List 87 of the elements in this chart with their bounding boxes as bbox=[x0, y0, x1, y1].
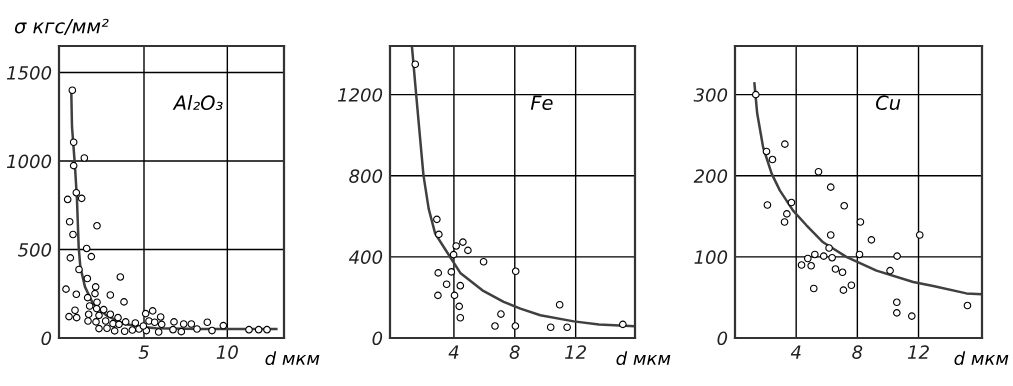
line-series bbox=[410, 46, 635, 328]
point bbox=[831, 265, 840, 273]
point bbox=[915, 231, 924, 239]
point bbox=[811, 250, 819, 259]
point bbox=[826, 183, 835, 191]
x-tick-label: 12 bbox=[565, 345, 587, 359]
y-tick-label: 300 bbox=[693, 88, 728, 102]
point bbox=[797, 261, 806, 269]
point bbox=[456, 313, 465, 322]
x-tick-label: 8 bbox=[509, 345, 520, 359]
y-tick-label: 100 bbox=[694, 250, 728, 265]
x-tick-label: 10 bbox=[216, 345, 238, 359]
point bbox=[763, 201, 772, 209]
point bbox=[856, 218, 865, 226]
y-tick-label: 800 bbox=[349, 169, 383, 183]
point bbox=[809, 284, 818, 293]
point bbox=[780, 218, 789, 226]
point bbox=[787, 198, 796, 207]
point bbox=[434, 291, 442, 300]
point bbox=[826, 231, 835, 239]
point bbox=[435, 230, 443, 239]
point bbox=[511, 322, 520, 330]
x-axis-title: d мкм bbox=[616, 351, 671, 366]
y-tick-label: 0 bbox=[717, 331, 728, 346]
point bbox=[839, 286, 848, 294]
annotation: Cu bbox=[876, 95, 901, 111]
point bbox=[450, 291, 459, 300]
point bbox=[803, 254, 812, 263]
point bbox=[449, 250, 458, 259]
point bbox=[464, 246, 472, 255]
point bbox=[781, 140, 789, 148]
point bbox=[783, 210, 791, 218]
point bbox=[459, 238, 467, 246]
y-tick-label: 1000 bbox=[6, 154, 52, 169]
y-tick-label: 400 bbox=[348, 250, 383, 265]
point bbox=[825, 244, 833, 252]
point bbox=[479, 257, 488, 266]
point bbox=[819, 252, 828, 260]
point bbox=[886, 266, 894, 275]
point bbox=[893, 252, 901, 260]
point bbox=[619, 320, 627, 329]
point bbox=[511, 267, 520, 276]
y-axis-title: σ кгс/мм² bbox=[14, 18, 109, 35]
point bbox=[452, 242, 461, 250]
point bbox=[751, 90, 760, 99]
point bbox=[892, 309, 901, 317]
point bbox=[838, 268, 847, 277]
point bbox=[491, 322, 499, 330]
point bbox=[840, 201, 849, 210]
y-tick-label: 1200 bbox=[337, 88, 383, 102]
point bbox=[442, 280, 451, 289]
x-tick-label: 5 bbox=[138, 345, 149, 359]
point bbox=[555, 300, 564, 309]
point bbox=[892, 298, 901, 307]
x-axis-title: d мкм bbox=[265, 351, 320, 366]
point bbox=[814, 167, 823, 176]
annotation: Fe bbox=[530, 95, 553, 111]
point bbox=[563, 323, 571, 332]
point bbox=[434, 269, 443, 277]
point bbox=[433, 215, 441, 224]
point bbox=[828, 253, 836, 262]
y-tick-label: 0 bbox=[41, 331, 52, 346]
point bbox=[867, 236, 876, 244]
y-tick-label: 0 bbox=[372, 331, 383, 346]
point bbox=[847, 281, 856, 290]
y-tick-label: 500 bbox=[17, 242, 52, 257]
x-tick-label: 12 bbox=[907, 345, 929, 359]
x-tick-label: 8 bbox=[852, 345, 863, 359]
point bbox=[447, 268, 456, 276]
point bbox=[762, 147, 771, 156]
point bbox=[907, 312, 916, 320]
annotation: Al₂O₃ bbox=[172, 94, 223, 111]
x-axis-title: d мкм bbox=[954, 351, 1009, 366]
y-tick-label: 1500 bbox=[6, 66, 52, 80]
point bbox=[855, 250, 864, 259]
x-tick-label: 4 bbox=[448, 345, 459, 359]
point bbox=[411, 60, 420, 69]
line-series bbox=[753, 82, 982, 296]
point bbox=[456, 281, 465, 290]
y-tick-label: 200 bbox=[693, 169, 728, 183]
point bbox=[546, 323, 555, 332]
x-tick-label: 4 bbox=[790, 345, 801, 359]
point bbox=[963, 301, 972, 310]
point bbox=[807, 261, 815, 270]
point bbox=[497, 310, 505, 318]
point bbox=[768, 155, 777, 164]
point bbox=[455, 302, 464, 311]
